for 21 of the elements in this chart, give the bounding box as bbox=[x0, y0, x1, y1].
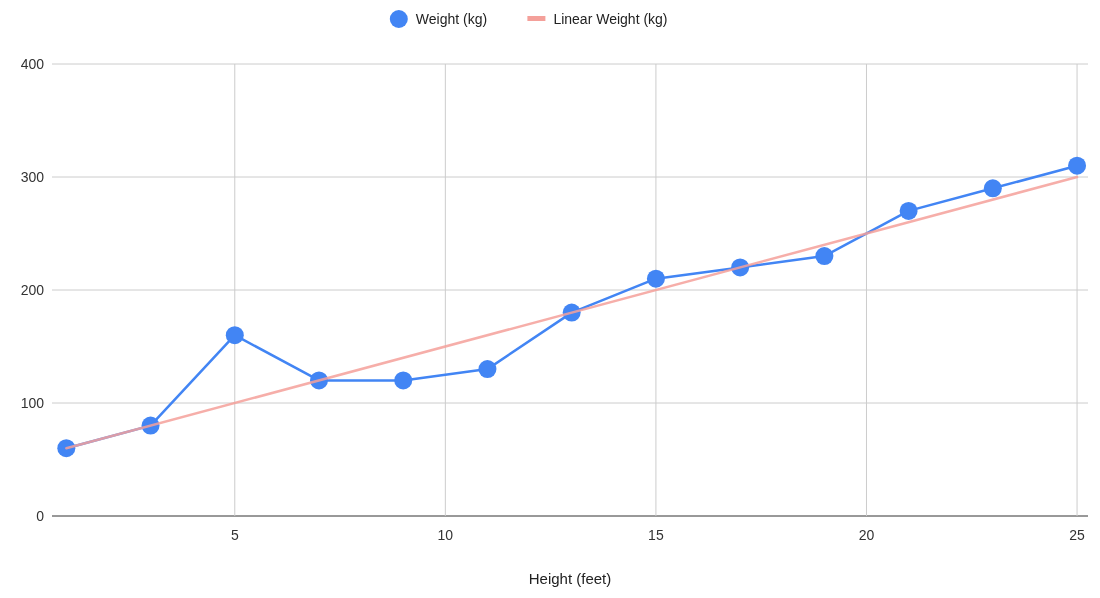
y-tick-label: 0 bbox=[36, 508, 45, 524]
point bbox=[394, 371, 413, 390]
x-tick-label: 20 bbox=[858, 527, 875, 543]
point bbox=[815, 247, 834, 266]
point bbox=[646, 269, 665, 288]
point bbox=[983, 179, 1002, 198]
y-tick-label: 100 bbox=[20, 395, 45, 411]
y-tick-label: 400 bbox=[20, 56, 45, 72]
y-tick-label: 300 bbox=[20, 169, 45, 185]
x-tick-label: 25 bbox=[1069, 527, 1086, 543]
y-tick-label: 200 bbox=[20, 282, 45, 298]
x-tick-label: 15 bbox=[648, 527, 664, 543]
point bbox=[1068, 156, 1087, 175]
x-tick-label: 5 bbox=[230, 527, 239, 543]
legend-label: Linear Weight (kg) bbox=[553, 11, 668, 27]
x-tick-label: 10 bbox=[437, 527, 454, 543]
legend-label: Weight (kg) bbox=[415, 11, 488, 27]
point bbox=[899, 201, 918, 220]
point bbox=[225, 326, 244, 345]
point bbox=[478, 360, 497, 379]
x-axis-title: Height (feet) bbox=[528, 570, 612, 587]
